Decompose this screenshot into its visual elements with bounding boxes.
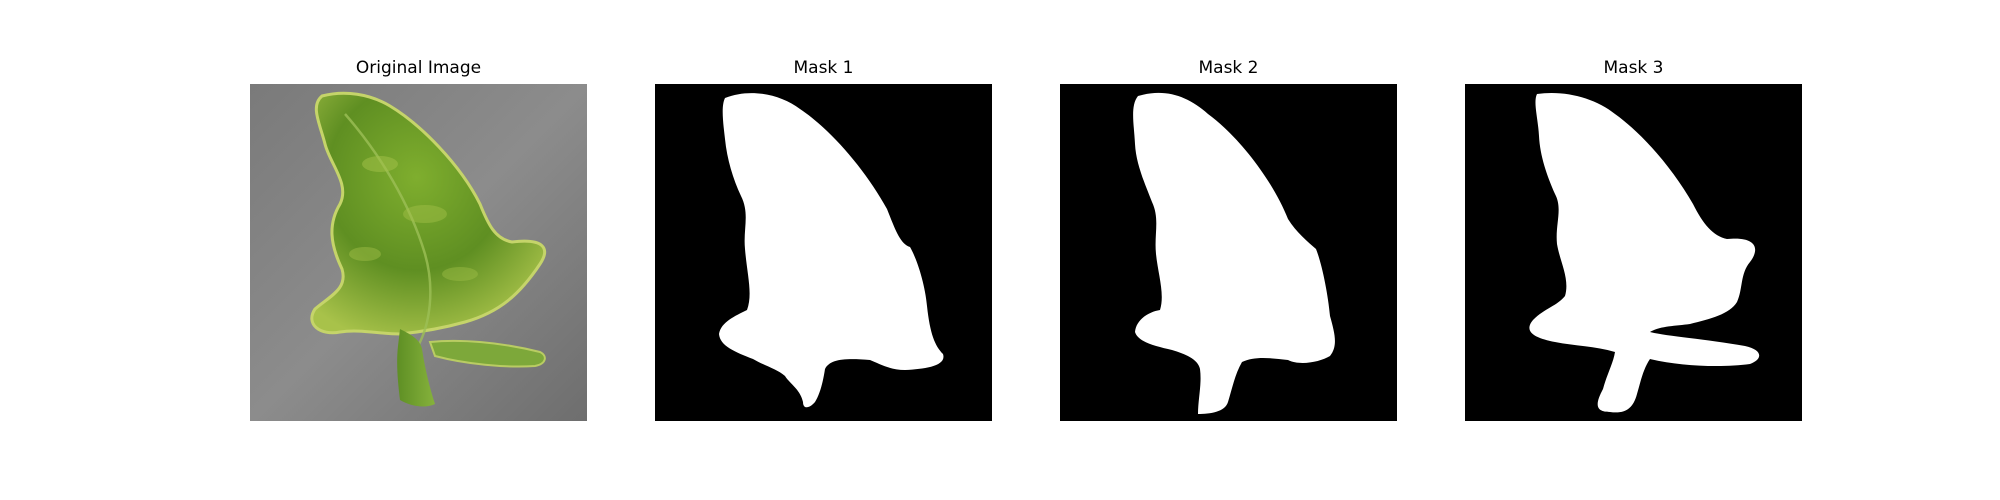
leaf-stem [397,329,435,407]
mask-3-image [1465,84,1802,421]
mask-3-shape [1529,92,1760,413]
original-image-title: Original Image [355,58,482,78]
mask-2-shape [1133,92,1335,415]
mask-2-panel [1060,84,1397,421]
leaf-blade [310,91,546,336]
leaf-midrib [344,113,432,347]
mask-3-title: Mask 3 [1603,58,1664,78]
mask-2-title: Mask 2 [1198,58,1259,78]
mask-1-image [655,84,992,421]
original-leaf-image [250,84,587,421]
original-image-panel [250,84,587,421]
mask-3-panel [1465,84,1802,421]
mask-1-panel [655,84,992,421]
mask-1-shape [719,93,944,408]
side-leaflet [428,339,546,368]
mask-2-image [1060,84,1397,421]
mask-1-title: Mask 1 [793,58,854,78]
